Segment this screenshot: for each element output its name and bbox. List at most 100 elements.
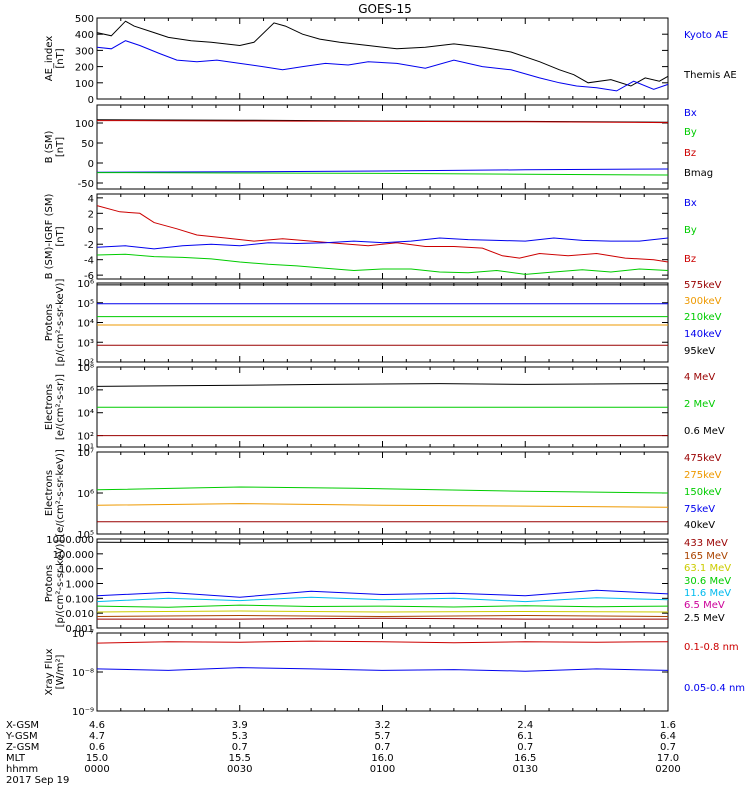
y-tick-label: 10.000 [59, 565, 94, 576]
legend-entry: 63.1 MeV [684, 563, 731, 574]
y-axis-label: [nT] [55, 226, 66, 246]
series-line [96, 237, 669, 250]
ephemeris-value: 6.1 [517, 731, 533, 742]
y-tick-label: 10² [77, 432, 94, 443]
ephemeris-value: 3.9 [232, 720, 248, 731]
series-line [96, 383, 669, 387]
panel-frame [96, 632, 669, 712]
ephemeris-value: 0100 [370, 764, 395, 775]
series-line [97, 617, 668, 620]
ephemeris-date: 2017 Sep 19 [6, 775, 69, 786]
legend-entry: 0.1-0.8 nm [684, 642, 739, 653]
panel-frame [96, 538, 669, 629]
ephemeris-value: 17.0 [657, 753, 679, 764]
y-tick-label: 10⁸ [77, 363, 94, 374]
y-tick-label: 50 [81, 139, 94, 150]
legend-entry: 575keV [684, 280, 722, 291]
series-line [96, 486, 669, 494]
y-tick-label: 100.000 [53, 550, 94, 561]
legend-entry: 75keV [684, 504, 715, 515]
legend-entry: 433 MeV [684, 538, 728, 549]
y-axis-label: [e/(cm²-s-sr-keV)] [55, 449, 66, 537]
y-tick-label: -2 [84, 240, 94, 251]
ephemeris-value: 3.2 [375, 720, 391, 731]
y-tick-label: 4 [88, 194, 94, 205]
ephemeris-value: 5.7 [375, 731, 391, 742]
series-line [96, 503, 669, 508]
series-line [96, 168, 669, 173]
y-axis-label: [p/(cm²-s-sr-keV)] [55, 279, 66, 367]
ephemeris-value: 0200 [655, 764, 680, 775]
ephemeris-value: 16.0 [371, 753, 393, 764]
y-axis-label: [nT] [55, 48, 66, 68]
y-axis-label: [W/m²] [55, 654, 66, 689]
y-tick-label: 0 [88, 95, 94, 106]
ephemeris-row-label: Z-GSM [6, 742, 39, 753]
ephemeris-value: 15.5 [229, 753, 251, 764]
y-axis-label: B (SM)-IGRF (SM) [44, 194, 55, 280]
series-line [96, 604, 669, 608]
series-line [96, 596, 669, 603]
ephemeris-value: 2.4 [517, 720, 533, 731]
series-line [96, 253, 669, 275]
legend-entry: 210keV [684, 312, 722, 323]
legend-entry: 2 MeV [684, 399, 715, 410]
y-tick-label: 2 [88, 209, 94, 220]
y-tick-label: 1.000 [65, 580, 94, 591]
series-line [96, 20, 669, 87]
y-tick-label: 0 [88, 159, 94, 170]
y-tick-label: 200 [75, 63, 94, 74]
ephemeris-table: X-GSM 4.6 3.9 3.2 2.4 1.6 Y-GSM 4.7 5.3 5.7 6.1 6.4… [5, 720, 681, 786]
y-tick-label: 10⁴ [77, 319, 94, 330]
y-axis-label: Electrons [44, 470, 55, 516]
ephemeris-row-label: MLT [6, 753, 26, 764]
legend-entry: Kyoto AE [684, 30, 728, 41]
ephemeris-row-label: X-GSM [6, 720, 39, 731]
y-tick-label: 400 [75, 30, 94, 41]
y-tick-label: 10⁻⁹ [72, 707, 94, 718]
y-tick-label: 100 [75, 79, 94, 90]
y-tick-label: 10⁶ [77, 279, 94, 290]
y-tick-label: 0.010 [65, 609, 94, 620]
plot-title: GOES-15 [358, 2, 412, 16]
y-tick-label: 1000.000 [46, 535, 94, 546]
panel-7: 0.001 0.010 0.100 1.000 10.000 100.000 1000.00… [44, 535, 731, 635]
y-tick-label: 10⁵ [77, 299, 94, 310]
ephemeris-value: 4.7 [89, 731, 105, 742]
legend-entry: Bx [684, 198, 697, 209]
ephemeris-value: 4.6 [89, 720, 105, 731]
panel-frame [96, 104, 669, 190]
y-tick-label: 10⁷ [77, 448, 94, 459]
legend-entry: 275keV [684, 470, 722, 481]
legend-entry: Bmag [684, 168, 713, 179]
y-axis-label: Electrons [44, 384, 55, 430]
ephemeris-value: 0.7 [660, 742, 676, 753]
legend-entry: 0.6 MeV [684, 426, 725, 437]
series-line [96, 40, 669, 92]
series-line [96, 610, 669, 613]
series-line [96, 589, 669, 598]
y-axis-label: [nT] [55, 137, 66, 157]
y-tick-label: 10⁶ [77, 386, 94, 397]
ephemeris-value: 0030 [227, 764, 252, 775]
series-line [96, 541, 669, 544]
legend-entry: 475keV [684, 453, 722, 464]
ephemeris-value: 1.6 [660, 720, 676, 731]
legend-entry: 4 MeV [684, 372, 715, 383]
y-tick-label: 500 [75, 14, 94, 25]
legend-entry: 11.6 MeV [684, 588, 731, 599]
legend-entry: 95keV [684, 346, 715, 357]
legend-entry: 6.5 MeV [684, 600, 725, 611]
legend-entry: 0.05-0.4 nm [684, 683, 745, 694]
series-line [96, 640, 669, 644]
y-tick-label: -50 [78, 179, 94, 190]
y-axis-label: Xray Flux [44, 648, 55, 695]
ephemeris-value: 0000 [84, 764, 109, 775]
y-tick-label: 10⁵ [77, 530, 94, 541]
ephemeris-value: 6.4 [660, 731, 676, 742]
ephemeris-value: 16.5 [514, 753, 536, 764]
series-line [96, 120, 669, 124]
